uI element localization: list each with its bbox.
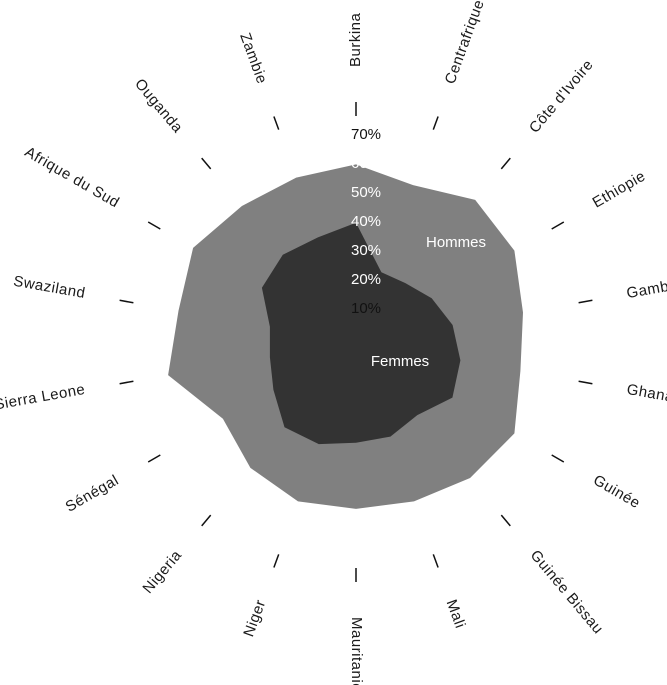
- category-label: Sénégal: [63, 472, 122, 516]
- radial-tick-label: 60%: [351, 155, 381, 172]
- category-label: Swaziland: [12, 273, 87, 302]
- category-label: Côte d'Ivoire: [526, 56, 597, 136]
- series-label-0: Hommes: [426, 234, 486, 251]
- category-label: Niger: [240, 597, 269, 639]
- category-tick: [578, 380, 593, 385]
- category-tick: [432, 116, 439, 130]
- category-tick: [119, 380, 134, 385]
- category-label: Zambie: [236, 31, 270, 87]
- category-tick: [201, 157, 212, 170]
- radial-tick-label: 10%: [351, 300, 381, 317]
- category-tick: [147, 454, 161, 463]
- category-tick: [147, 221, 161, 230]
- category-tick: [201, 514, 212, 527]
- radial-tick-label: 50%: [351, 184, 381, 201]
- radial-axis: 10% 20% 30% 40% 50% 60% 70%: [351, 126, 381, 317]
- category-label: Guinée: [590, 472, 643, 512]
- category-label: Ethiopie: [590, 168, 649, 212]
- category-tick: [500, 157, 511, 170]
- category-tick: [432, 554, 439, 568]
- category-label: Nigeria: [139, 547, 185, 597]
- category-label: Sierra Leone: [0, 381, 87, 414]
- radial-tick-label: 30%: [351, 242, 381, 259]
- category-tick: [551, 221, 565, 230]
- radial-tick-label: 20%: [351, 271, 381, 288]
- category-label: Centrafrique: [442, 0, 488, 86]
- category-tick: [551, 454, 565, 463]
- radial-tick-label: 70%: [351, 126, 381, 143]
- category-label: Mauritanie: [348, 617, 365, 685]
- category-label: Burkina: [347, 12, 364, 67]
- category-tick: [578, 299, 593, 304]
- category-tick: [119, 299, 134, 304]
- category-label: Mali: [443, 597, 469, 631]
- category-tick: [273, 554, 280, 568]
- series-labels: Hommes Femmes: [371, 234, 486, 370]
- series-layer: [168, 164, 523, 509]
- category-label: Ghana: [625, 381, 667, 406]
- category-tick: [500, 514, 511, 527]
- category-label: Gambie: [625, 276, 667, 302]
- category-label: Guinée Bissau: [527, 547, 607, 638]
- category-tick: [273, 116, 280, 130]
- category-label: Afrique du Sud: [22, 144, 123, 212]
- series-area-1: [261, 222, 461, 445]
- radial-tick-label: 40%: [351, 213, 381, 230]
- series-label-1: Femmes: [371, 353, 429, 370]
- category-label: Ouganda: [131, 76, 186, 137]
